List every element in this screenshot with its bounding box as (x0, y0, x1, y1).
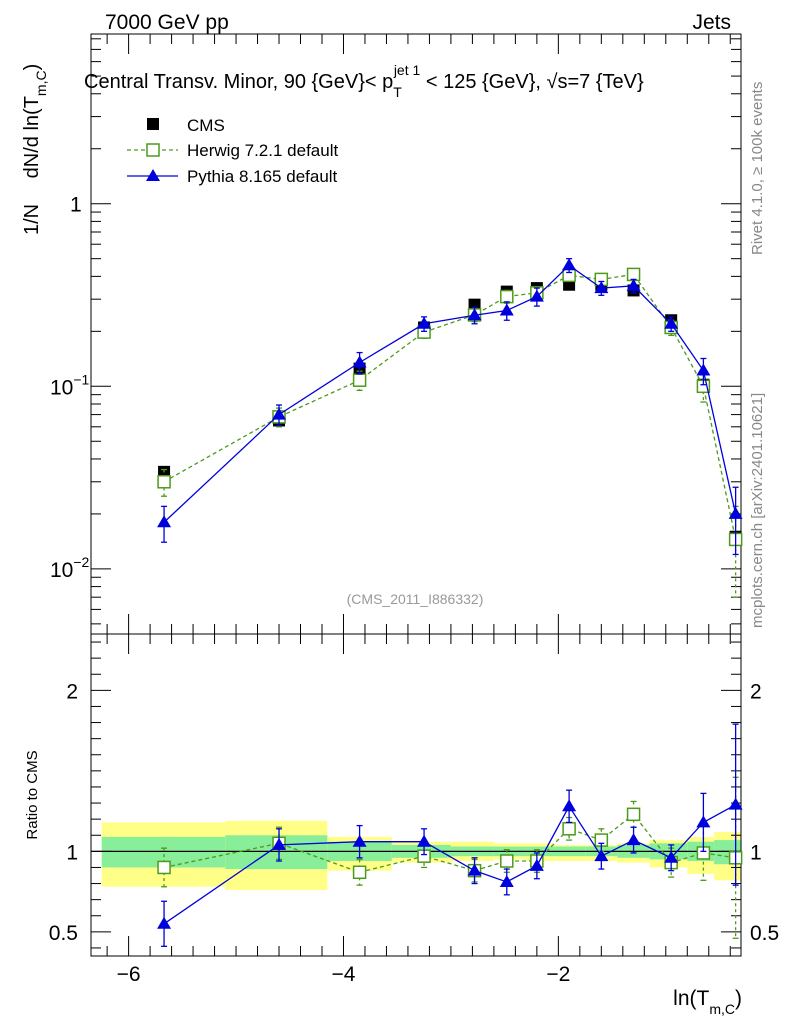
ratio-pythia-point (499, 874, 514, 887)
ratio-ytick-label-right: 0.5 (750, 922, 779, 945)
main-herwig-point (352, 373, 367, 387)
ratio-herwig-point (562, 822, 576, 836)
main-pythia-point (529, 289, 544, 302)
main-pythia-point (272, 407, 287, 420)
main-pythia-line (163, 264, 737, 523)
main-ylabel-main: dN/d ln(T (21, 96, 43, 178)
header-left: 7000 GeV pp (105, 11, 229, 34)
ratio-pythia-point (157, 916, 172, 929)
mcplots-label: mcplots.cern.ch [arXiv:2401.10621] (749, 393, 766, 628)
main-ylabel: 1/N dN/d ln(Tm,C) (21, 64, 49, 235)
ratio-pythia-point (352, 834, 367, 847)
legend-cms-label: CMS (187, 116, 225, 135)
ratio-herwig-point (626, 807, 641, 822)
xlabel: ln(Tm,C) (673, 987, 742, 1017)
legend-herwig-marker (146, 143, 160, 157)
main-ylabel-prefix: 1/N (21, 204, 43, 235)
main-pythia-point (352, 355, 367, 368)
ratio-herwig-point (500, 854, 514, 868)
xtick-label: −4 (332, 963, 356, 986)
ratio-ytick-label-left: 1 (66, 841, 78, 864)
svg-text:1/N dN/d ln(Tm,C): 1/N dN/d ln(Tm,C) (21, 64, 49, 235)
ratio-pythia-point (467, 863, 482, 876)
ratio-pythia-point (562, 799, 577, 812)
legend-herwig-label: Herwig 7.2.1 default (187, 141, 338, 160)
main-herwig-point (157, 475, 171, 489)
main-ytick-label: 10−2 (50, 554, 90, 582)
ratio-ylabel: Ratio to CMS (24, 750, 41, 839)
ratio-ytick-label-left: 2 (66, 680, 78, 703)
ratio-frame (90, 633, 742, 957)
plot-title-suffix: < 125 {GeV}, √s=7 {TeV} (420, 71, 644, 93)
analysis-id: (CMS_2011_I886332) (347, 591, 484, 607)
main-ytick-label: 10−1 (50, 371, 90, 399)
ratio-ytick-label-right: 1 (750, 841, 762, 864)
plot-title: Central Transv. Minor, 90 {GeV}< pTjet 1… (84, 62, 644, 100)
ratio-herwig-point (157, 860, 171, 875)
rivet-label: Rivet 4.1.0, ≥ 100k events (749, 82, 766, 255)
plot-title-sub: T (393, 84, 402, 100)
main-panel: 10−2 10−1 1 (50, 33, 743, 635)
plot-title-prefix: Central Transv. Minor, 90 {GeV}< p (84, 71, 393, 93)
xtick-label: −6 (117, 963, 141, 986)
legend: CMS Herwig 7.2.1 default Pythia 8.165 de… (127, 116, 338, 186)
main-ylabel-gap (21, 198, 43, 204)
main-pythia-point (626, 278, 641, 291)
main-herwig-point (626, 267, 641, 282)
legend-cms-marker (147, 118, 159, 130)
main-ytick-label: 1 (70, 194, 82, 217)
main-pythia-point (157, 515, 172, 528)
ratio-pythia-point (417, 834, 432, 847)
xlabel-tail: ) (735, 987, 742, 1010)
xlabel-sub: m,C (709, 1001, 735, 1017)
main-pythia-point (417, 316, 432, 329)
ratio-pythia-point (664, 850, 679, 863)
ratio-ytick-label-right: 2 (750, 680, 762, 703)
main-pythia-point (664, 316, 679, 329)
main-pythia-point (499, 303, 514, 316)
ratio-panel: 0.5 0.5 1 1 2 2 −6 −4 −2 (49, 633, 779, 986)
main-pythia-point (594, 281, 609, 294)
header-right: Jets (692, 11, 731, 34)
ratio-pythia-point (728, 797, 743, 810)
xlabel-main: ln(T (673, 987, 709, 1010)
main-pythia-point (467, 308, 482, 321)
legend-pythia-marker (146, 169, 160, 181)
main-pythia-point (728, 506, 743, 519)
main-pythia-point (562, 258, 577, 271)
main-ylabel-tail: ) (21, 64, 43, 71)
ratio-pythia-point (594, 849, 609, 862)
main-ylabel-sub: m,C (33, 70, 49, 96)
ratio-herwig-point (352, 865, 367, 880)
main-herwig-line (163, 273, 737, 540)
legend-pythia-label: Pythia 8.165 default (187, 167, 338, 186)
ratio-pythia-point (272, 837, 287, 850)
plot-title-sup: jet 1 (393, 62, 421, 78)
ratio-pythia-point (626, 833, 641, 846)
main-pythia-point (696, 363, 711, 376)
xtick-label: −2 (546, 963, 570, 986)
main-herwig-point (500, 289, 514, 304)
ratio-pythia-point (529, 858, 544, 871)
ratio-pythia-point (696, 815, 711, 828)
ratio-ytick-label-left: 0.5 (49, 922, 78, 945)
